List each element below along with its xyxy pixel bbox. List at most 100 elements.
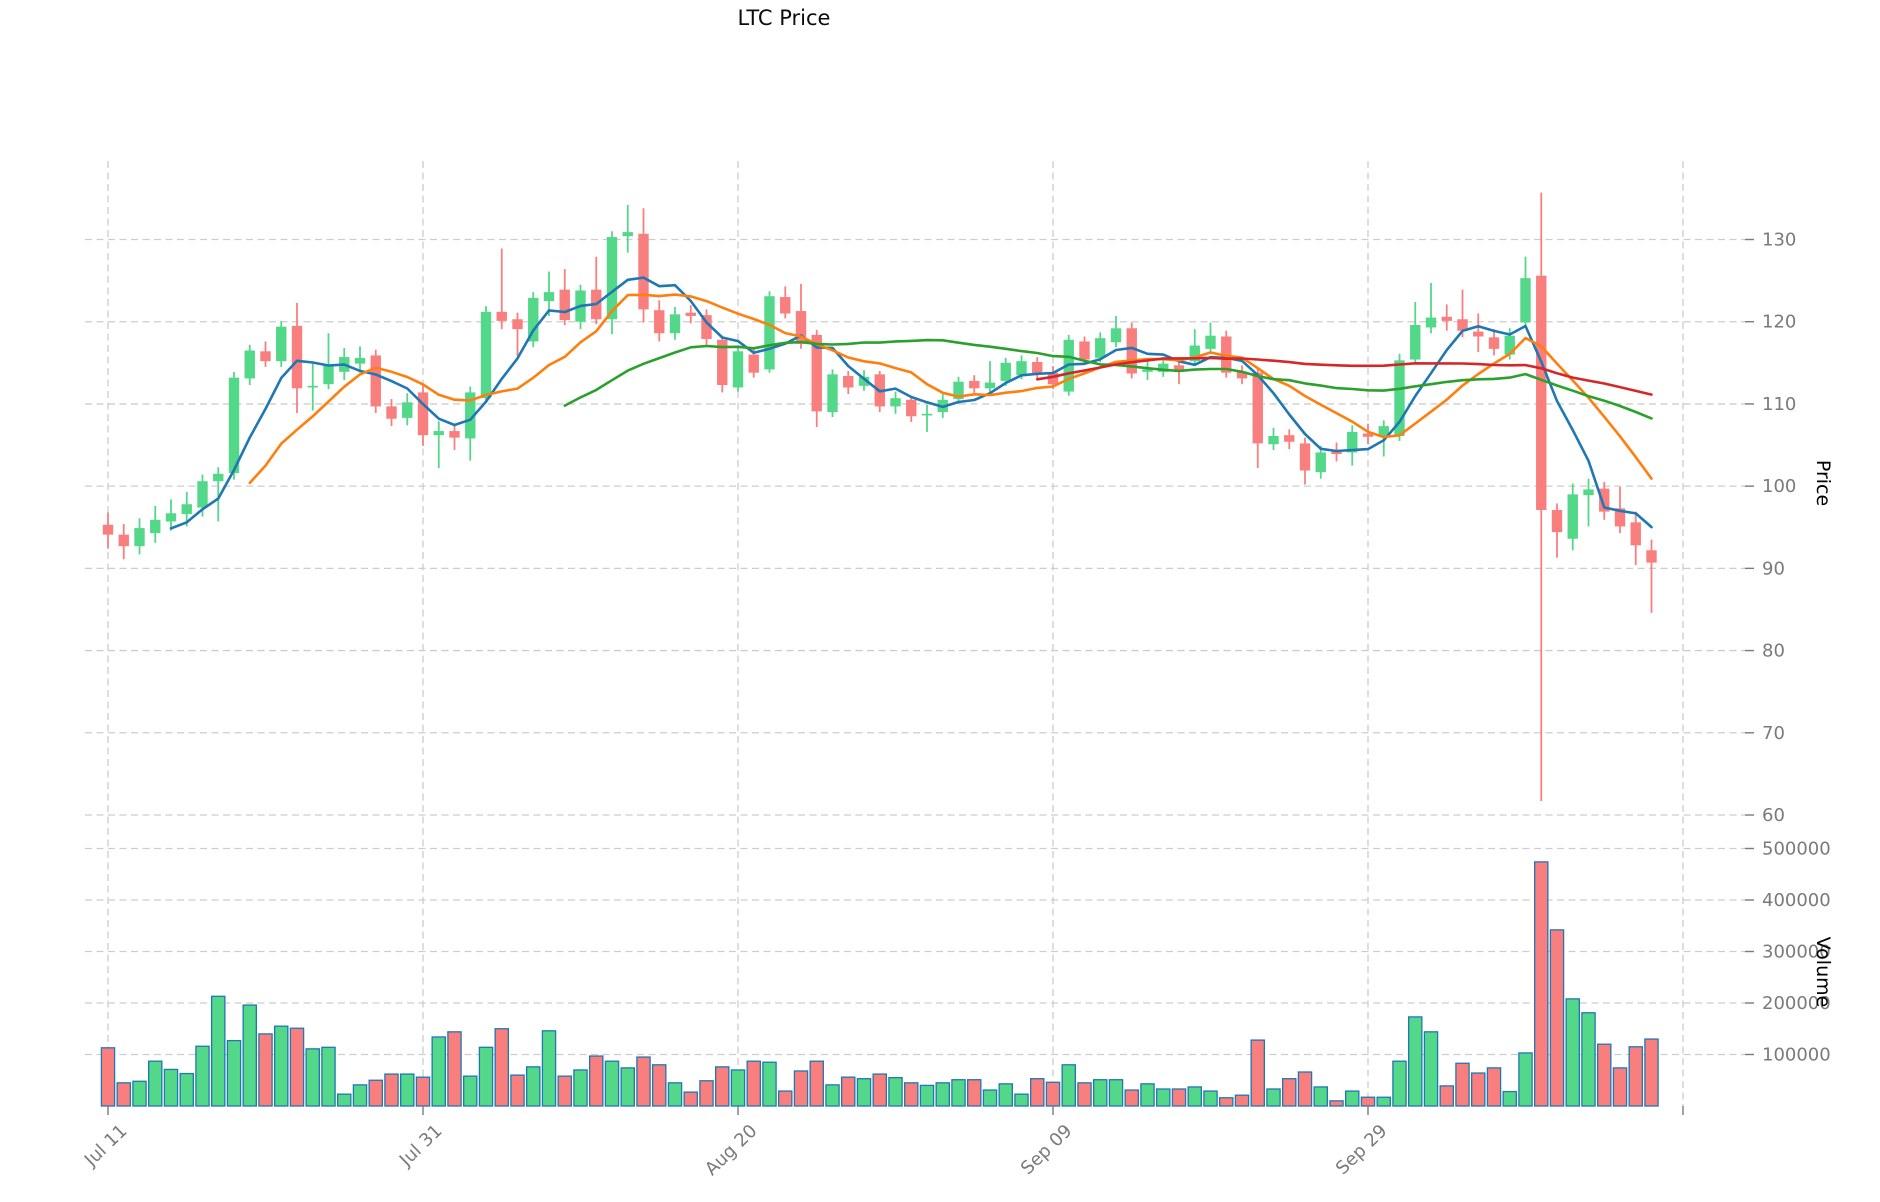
volume-bar bbox=[1108, 1079, 1124, 1107]
volume-bar bbox=[1345, 1090, 1360, 1107]
volume-bar bbox=[1486, 1067, 1502, 1107]
candle-body bbox=[1583, 489, 1594, 496]
volume-bar bbox=[904, 1082, 919, 1107]
volume-bar bbox=[1329, 1100, 1344, 1107]
volume-tick-label: 100000 bbox=[1762, 1045, 1831, 1066]
candle-body bbox=[496, 311, 507, 321]
candle-body bbox=[197, 481, 208, 508]
volume-bar bbox=[856, 1078, 872, 1107]
volume-bar bbox=[699, 1080, 714, 1107]
candle-body bbox=[1362, 433, 1374, 437]
volume-bar bbox=[1250, 1039, 1266, 1107]
candle-body bbox=[512, 319, 523, 330]
volume-bar bbox=[1423, 1031, 1439, 1107]
volume-bar bbox=[1549, 929, 1565, 1107]
candle-body bbox=[1347, 431, 1358, 453]
volume-bar bbox=[1077, 1082, 1092, 1107]
volume-bar bbox=[652, 1064, 667, 1107]
volume-bar bbox=[163, 1068, 179, 1107]
volume-bar bbox=[384, 1073, 399, 1107]
x-tick-label: Jul 31 bbox=[395, 1120, 447, 1171]
candle-body bbox=[685, 312, 696, 316]
volume-bar bbox=[478, 1046, 494, 1107]
candle-body bbox=[969, 380, 980, 389]
candle-body bbox=[386, 406, 397, 419]
volume-tick-label: 400000 bbox=[1762, 890, 1831, 911]
volume-bar bbox=[1297, 1071, 1313, 1107]
volume-bar bbox=[604, 1060, 620, 1107]
volume-bar bbox=[1171, 1088, 1187, 1107]
candle-body bbox=[1394, 360, 1405, 436]
volume-bar bbox=[809, 1060, 825, 1107]
candle-body bbox=[260, 351, 271, 362]
candle-body bbox=[370, 355, 381, 407]
candle-body bbox=[1567, 494, 1578, 539]
candle-body bbox=[1000, 362, 1011, 381]
candle-body bbox=[181, 504, 192, 515]
candle-body bbox=[1488, 337, 1500, 349]
volume-bar bbox=[762, 1061, 777, 1107]
volume-bar bbox=[667, 1082, 683, 1107]
candle-body bbox=[606, 237, 618, 320]
candle-body bbox=[323, 365, 334, 385]
volume-bar bbox=[1045, 1081, 1061, 1107]
volume-bar bbox=[888, 1077, 903, 1107]
volume-bar bbox=[258, 1033, 273, 1107]
price-tick-label: 120 bbox=[1762, 312, 1796, 333]
candle-body bbox=[1536, 275, 1547, 510]
price-tick-label: 60 bbox=[1762, 805, 1785, 826]
candle-body bbox=[402, 402, 413, 418]
price-tick-label: 100 bbox=[1762, 476, 1796, 497]
volume-bar bbox=[825, 1084, 840, 1107]
volume-bar bbox=[1203, 1090, 1218, 1107]
candle-body bbox=[1126, 328, 1137, 374]
volume-bar bbox=[1234, 1094, 1250, 1107]
candle-body bbox=[1425, 317, 1437, 328]
volume-bar bbox=[147, 1060, 163, 1107]
volume-bar bbox=[746, 1060, 762, 1107]
volume-bar bbox=[1187, 1086, 1203, 1107]
volume-bar bbox=[1644, 1038, 1659, 1107]
candle-body bbox=[717, 339, 728, 386]
volume-bar bbox=[242, 1004, 257, 1107]
volume-bar bbox=[431, 1036, 446, 1107]
candle-body bbox=[654, 310, 665, 334]
candle-body bbox=[1110, 328, 1122, 343]
candle-body bbox=[433, 431, 444, 436]
volume-bar bbox=[273, 1025, 289, 1107]
candle-body bbox=[1614, 508, 1626, 527]
volume-bar bbox=[1219, 1097, 1234, 1107]
volume-bar bbox=[1628, 1046, 1644, 1107]
price-tick-label: 90 bbox=[1762, 558, 1785, 579]
volume-bar bbox=[179, 1072, 194, 1107]
volume-tick-label: 200000 bbox=[1762, 993, 1831, 1014]
volume-bar bbox=[1518, 1052, 1533, 1107]
candle-body bbox=[417, 392, 429, 436]
candle-body bbox=[1158, 363, 1169, 372]
ma-line-10 bbox=[248, 293, 1653, 485]
candle-body bbox=[701, 315, 712, 339]
volume-bar bbox=[573, 1069, 588, 1107]
volume-bar bbox=[116, 1082, 132, 1107]
candle-body bbox=[543, 292, 555, 302]
volume-bar bbox=[1534, 861, 1549, 1107]
candle-body bbox=[1189, 345, 1200, 362]
candle-body bbox=[1315, 452, 1326, 473]
price-tick-label: 130 bbox=[1762, 230, 1796, 251]
candle-body bbox=[1473, 331, 1484, 337]
candle-body bbox=[1299, 443, 1311, 471]
candle-body bbox=[1457, 319, 1468, 331]
candle-body bbox=[244, 350, 255, 379]
x-tick-label: Sep 29 bbox=[1332, 1120, 1392, 1179]
volume-bar bbox=[841, 1076, 856, 1107]
candle-body bbox=[213, 473, 224, 482]
volume-bar bbox=[321, 1046, 336, 1107]
volume-tick-label: 300000 bbox=[1762, 942, 1831, 963]
volume-bar bbox=[494, 1028, 509, 1107]
volume-bar bbox=[1140, 1083, 1155, 1107]
volume-bar bbox=[935, 1082, 951, 1107]
volume-bar bbox=[1392, 1060, 1407, 1107]
volume-bar bbox=[1061, 1064, 1077, 1107]
